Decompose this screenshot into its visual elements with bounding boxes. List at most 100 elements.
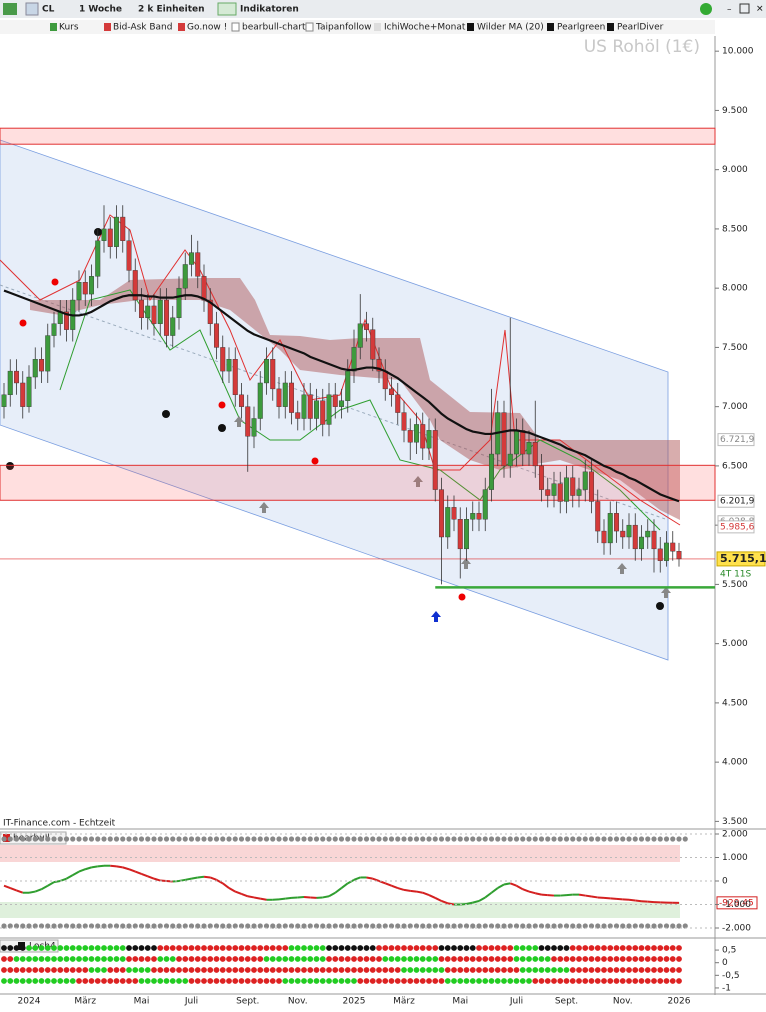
state-dot — [489, 945, 495, 951]
status-dot — [608, 836, 613, 841]
status-dot — [614, 836, 619, 841]
oscillator-segment — [504, 883, 510, 884]
legend-item[interactable]: Kurs — [59, 23, 79, 33]
candle-body — [183, 264, 188, 288]
candle-body — [258, 383, 263, 419]
oscillator-segment — [592, 897, 598, 898]
candle-body — [39, 359, 44, 371]
indicator-icon[interactable] — [218, 3, 236, 15]
x-tick-label: 2026 — [668, 997, 691, 1007]
legend-chip[interactable] — [232, 23, 239, 31]
candle-body — [8, 371, 13, 395]
legend-chip[interactable] — [607, 23, 614, 31]
price-marker-label: 6.201,9 — [720, 497, 755, 507]
legend-item[interactable]: Pearlgreen — [557, 23, 605, 33]
state-dot — [532, 945, 538, 951]
indicator-select[interactable]: Indikatoren — [240, 5, 299, 15]
candle-body — [27, 377, 32, 407]
state-dot — [426, 978, 432, 984]
oscillator-segment — [248, 896, 254, 897]
legend-chip[interactable] — [374, 23, 381, 31]
state-dot — [195, 967, 201, 973]
state-dot — [126, 967, 132, 973]
status-dot — [414, 836, 419, 841]
state-dot — [70, 978, 76, 984]
state-dot — [101, 967, 107, 973]
state-dot — [107, 978, 113, 984]
resistance-zone — [0, 128, 715, 144]
candle-body — [595, 501, 600, 531]
candle-body — [664, 543, 669, 561]
state-dot — [164, 945, 170, 951]
state-dot — [657, 956, 663, 962]
state-dot — [64, 956, 70, 962]
candle-body — [545, 490, 550, 496]
signal-dot — [52, 279, 59, 286]
legend-item[interactable]: IchiWoche+Monat — [384, 23, 466, 33]
status-dot — [176, 836, 181, 841]
legend-item[interactable]: Taipanfollow — [315, 23, 372, 33]
x-tick-label: Mai — [452, 997, 468, 1007]
candle-body — [564, 478, 569, 502]
candle-body — [139, 300, 144, 318]
state-dot — [245, 967, 251, 973]
y-tick-label: 9.000 — [722, 165, 748, 175]
oscillator-segment — [92, 866, 98, 867]
status-dot — [639, 836, 644, 841]
legend-chip[interactable] — [50, 23, 57, 31]
state-dot — [370, 978, 376, 984]
state-dot — [151, 945, 157, 951]
oscillator-segment — [279, 899, 285, 900]
chart-icon[interactable] — [3, 3, 17, 15]
legend-item[interactable]: Wilder MA (20) — [477, 23, 544, 33]
state-dot — [226, 945, 232, 951]
symbol-icon[interactable] — [26, 3, 38, 15]
period-select[interactable]: 1 Woche — [79, 5, 122, 15]
legend-chip[interactable] — [306, 23, 313, 31]
state-dot — [551, 967, 557, 973]
overbought-band — [0, 845, 680, 862]
candle-body — [214, 324, 219, 348]
status-dot — [589, 836, 594, 841]
candle-body — [264, 359, 269, 383]
legend-item[interactable]: bearbull-chart — [242, 23, 306, 33]
units-select[interactable]: 2 k Einheiten — [138, 5, 205, 15]
symbol-select[interactable]: CL — [42, 5, 55, 15]
signal-dot — [312, 458, 319, 465]
legend-item[interactable]: Go.now ! — [187, 23, 227, 33]
candle-body — [358, 324, 363, 348]
legend-chip[interactable] — [547, 23, 554, 31]
candle-body — [558, 484, 563, 502]
legend-chip[interactable] — [467, 23, 474, 31]
minimize-button[interactable]: – — [727, 5, 732, 15]
state-dot — [395, 956, 401, 962]
close-button[interactable]: ✕ — [756, 5, 764, 15]
oscillator-segment — [67, 875, 73, 879]
state-dot — [82, 956, 88, 962]
legend-item[interactable]: PearlDiver — [617, 23, 664, 33]
state-dot — [482, 945, 488, 951]
state-dot — [326, 956, 332, 962]
legend-chip[interactable] — [104, 23, 111, 31]
candle-body — [202, 276, 207, 300]
state-dot — [339, 967, 345, 973]
refresh-button[interactable] — [700, 3, 712, 15]
state-dot — [282, 978, 288, 984]
state-dot — [539, 967, 545, 973]
status-dot — [83, 836, 88, 841]
state-dot — [145, 978, 151, 984]
state-dot — [482, 978, 488, 984]
state-dot — [445, 956, 451, 962]
candle-body — [577, 490, 582, 496]
state-dot — [114, 967, 120, 973]
y-tick-label: 5.500 — [722, 580, 748, 590]
state-dot — [264, 967, 270, 973]
candle-body — [402, 413, 407, 431]
state-dot — [382, 956, 388, 962]
state-dot — [301, 956, 307, 962]
state-dot — [245, 956, 251, 962]
legend-item[interactable]: Bid-Ask Band — [113, 23, 172, 33]
legend-chip[interactable] — [178, 23, 185, 31]
candle-body — [120, 217, 125, 241]
state-dot — [89, 956, 95, 962]
